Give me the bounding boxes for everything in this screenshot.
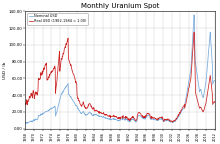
Real USD (1982-1984 = 1.00) [45, 62, 48, 64]
Nominal USD [24, 122, 27, 124]
Line: Real USD (1982-1984 = 1.00): Real USD (1982-1984 = 1.00) [25, 32, 214, 122]
Y-axis label: USD / lb: USD / lb [4, 61, 7, 79]
Nominal USD [60, 95, 62, 96]
Nominal USD [213, 80, 216, 82]
Nominal USD [197, 85, 200, 87]
Nominal USD [89, 112, 92, 114]
Real USD (1982-1984 = 1.00) [24, 103, 27, 104]
Line: Nominal USD: Nominal USD [25, 15, 214, 123]
Real USD (1982-1984 = 1.00) [171, 121, 174, 123]
Real USD (1982-1984 = 1.00) [213, 101, 216, 103]
Real USD (1982-1984 = 1.00) [136, 113, 139, 115]
Nominal USD [26, 123, 29, 124]
Real USD (1982-1984 = 1.00) [205, 103, 207, 104]
Real USD (1982-1984 = 1.00) [197, 104, 200, 106]
Title: Monthly Uranium Spot: Monthly Uranium Spot [81, 3, 159, 10]
Legend: Nominal USD, Real USD (1982-1984 = 1.00): Nominal USD, Real USD (1982-1984 = 1.00) [27, 13, 88, 25]
Nominal USD [193, 14, 195, 16]
Nominal USD [137, 115, 139, 117]
Real USD (1982-1984 = 1.00) [193, 31, 195, 33]
Nominal USD [46, 110, 48, 112]
Nominal USD [205, 82, 207, 84]
Real USD (1982-1984 = 1.00) [89, 103, 91, 104]
Real USD (1982-1984 = 1.00) [59, 65, 62, 66]
